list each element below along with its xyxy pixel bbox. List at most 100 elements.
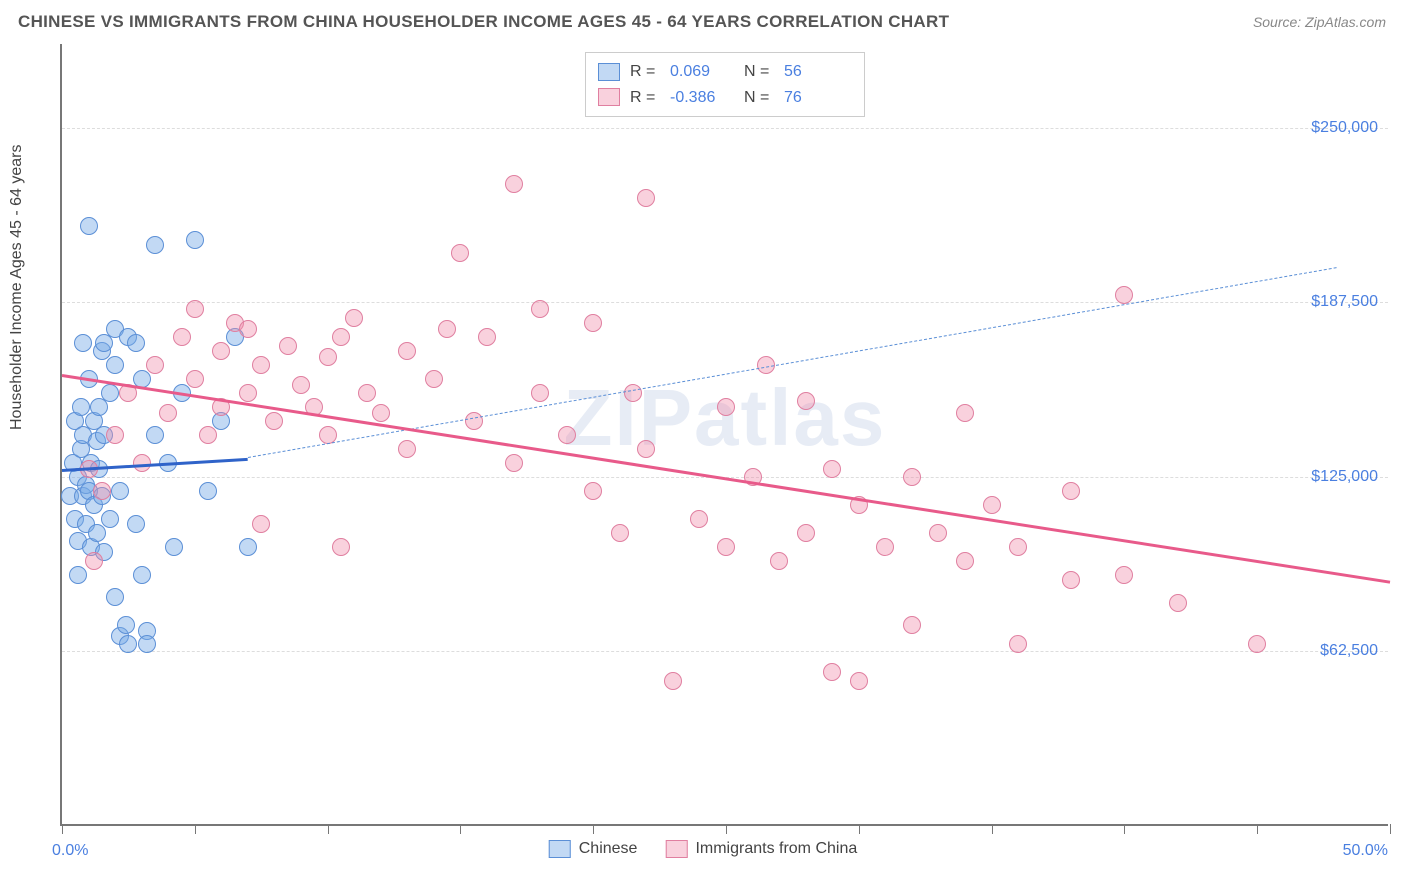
x-tick — [195, 824, 196, 834]
data-point — [239, 384, 257, 402]
data-point — [117, 616, 135, 634]
data-point — [186, 231, 204, 249]
data-point — [611, 524, 629, 542]
data-point — [332, 538, 350, 556]
data-point — [279, 337, 297, 355]
data-point — [332, 328, 350, 346]
data-point — [717, 538, 735, 556]
data-point — [146, 426, 164, 444]
data-point — [138, 635, 156, 653]
data-point — [505, 175, 523, 193]
r-label: R = — [630, 59, 660, 85]
y-tick-label: $250,000 — [1311, 119, 1378, 137]
data-point — [850, 672, 868, 690]
data-point — [101, 510, 119, 528]
data-point — [770, 552, 788, 570]
data-point — [1248, 635, 1266, 653]
data-point — [319, 348, 337, 366]
gridline — [62, 128, 1388, 129]
x-axis-max-label: 50.0% — [1343, 842, 1388, 860]
data-point — [127, 334, 145, 352]
data-point — [797, 524, 815, 542]
data-point — [465, 412, 483, 430]
n-value-immigrants: 76 — [784, 85, 848, 111]
legend-label-chinese: Chinese — [579, 840, 638, 857]
data-point — [1169, 594, 1187, 612]
data-point — [584, 482, 602, 500]
y-tick-label: $125,000 — [1311, 468, 1378, 486]
data-point — [173, 328, 191, 346]
data-point — [903, 616, 921, 634]
data-point — [186, 370, 204, 388]
swatch-chinese-icon — [549, 840, 571, 858]
data-point — [903, 468, 921, 486]
y-axis-label: Householder Income Ages 45 - 64 years — [8, 145, 26, 431]
data-point — [111, 482, 129, 500]
r-value-immigrants: -0.386 — [670, 85, 734, 111]
x-axis-min-label: 0.0% — [52, 842, 88, 860]
data-point — [1009, 538, 1027, 556]
data-point — [292, 376, 310, 394]
y-tick-label: $62,500 — [1320, 642, 1378, 660]
data-point — [199, 426, 217, 444]
data-point — [146, 236, 164, 254]
data-point — [624, 384, 642, 402]
n-label: N = — [744, 59, 774, 85]
swatch-chinese — [598, 63, 620, 81]
data-point — [252, 356, 270, 374]
data-point — [531, 384, 549, 402]
legend-item-chinese: Chinese — [549, 840, 638, 858]
data-point — [451, 244, 469, 262]
data-point — [74, 334, 92, 352]
legend-row-immigrants: R = -0.386 N = 76 — [598, 85, 848, 111]
data-point — [1009, 635, 1027, 653]
data-point — [358, 384, 376, 402]
data-point — [1062, 571, 1080, 589]
data-point — [85, 552, 103, 570]
x-tick — [593, 824, 594, 834]
data-point — [690, 510, 708, 528]
gridline — [62, 651, 1388, 652]
n-value-chinese: 56 — [784, 59, 848, 85]
r-label: R = — [630, 85, 660, 111]
data-point — [95, 334, 113, 352]
data-point — [133, 566, 151, 584]
x-tick — [1390, 824, 1391, 834]
data-point — [584, 314, 602, 332]
data-point — [106, 588, 124, 606]
x-tick — [328, 824, 329, 834]
x-tick — [726, 824, 727, 834]
data-point — [80, 217, 98, 235]
data-point — [797, 392, 815, 410]
chart-title: CHINESE VS IMMIGRANTS FROM CHINA HOUSEHO… — [18, 12, 949, 32]
swatch-immigrants-icon — [665, 840, 687, 858]
data-point — [956, 552, 974, 570]
data-point — [93, 482, 111, 500]
data-point — [69, 566, 87, 584]
data-point — [212, 342, 230, 360]
data-point — [956, 404, 974, 422]
chart-container: CHINESE VS IMMIGRANTS FROM CHINA HOUSEHO… — [0, 0, 1406, 892]
data-point — [398, 440, 416, 458]
data-point — [1115, 566, 1133, 584]
data-point — [823, 663, 841, 681]
data-point — [478, 328, 496, 346]
correlation-legend: R = 0.069 N = 56 R = -0.386 N = 76 — [585, 52, 865, 117]
r-value-chinese: 0.069 — [670, 59, 734, 85]
data-point — [165, 538, 183, 556]
data-point — [531, 300, 549, 318]
data-point — [929, 524, 947, 542]
data-point — [127, 515, 145, 533]
data-point — [199, 482, 217, 500]
data-point — [88, 524, 106, 542]
x-tick — [992, 824, 993, 834]
x-tick — [859, 824, 860, 834]
data-point — [1062, 482, 1080, 500]
data-point — [823, 460, 841, 478]
data-point — [398, 342, 416, 360]
data-point — [425, 370, 443, 388]
data-point — [664, 672, 682, 690]
gridline — [62, 302, 1388, 303]
data-point — [146, 356, 164, 374]
data-point — [438, 320, 456, 338]
